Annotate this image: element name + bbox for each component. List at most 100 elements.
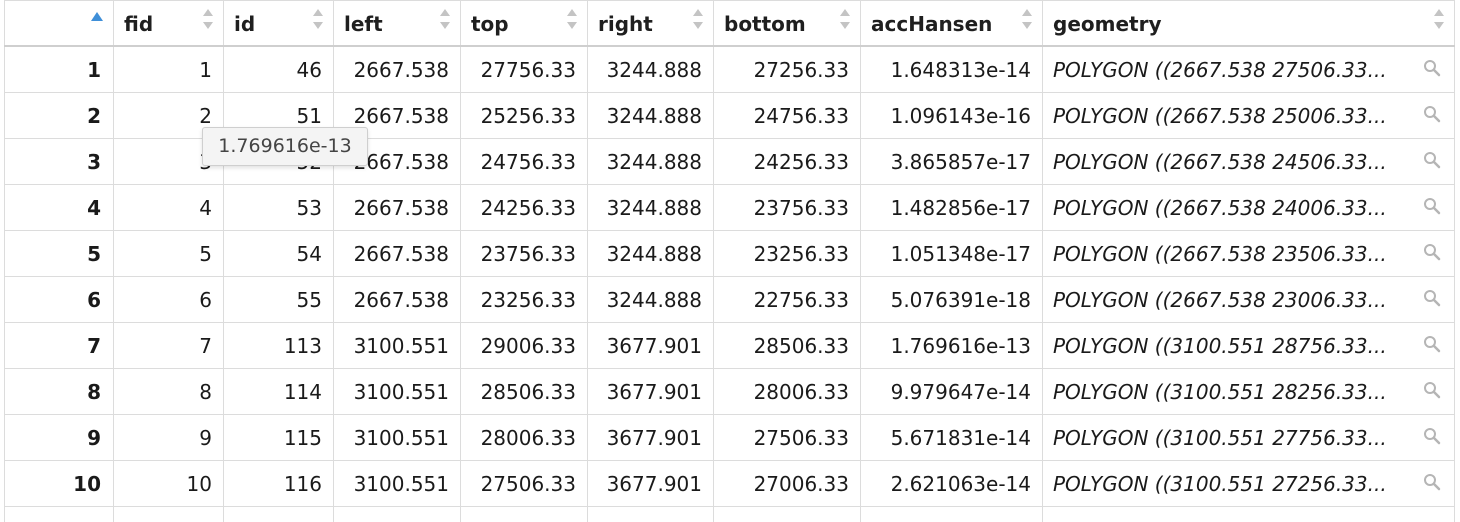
sort-arrows-icon[interactable] <box>202 8 214 30</box>
cell-right: 3244.888 <box>587 230 714 277</box>
table-cell <box>333 506 461 522</box>
magnifier-icon[interactable] <box>1423 59 1441 77</box>
cell-top: 23756.33 <box>460 230 588 277</box>
magnifier-icon[interactable] <box>1423 105 1441 123</box>
cell-id: 46 <box>223 45 334 93</box>
cell-top: 25256.33 <box>460 92 588 139</box>
cell-right: 3677.901 <box>587 368 714 415</box>
sort-arrows-icon[interactable] <box>1021 8 1033 30</box>
cell-acchansen: 1.648313e-14 <box>860 45 1043 93</box>
magnifier-icon[interactable] <box>1423 381 1441 399</box>
cell-right: 3244.888 <box>587 92 714 139</box>
cell-bottom: 28506.33 <box>713 322 861 369</box>
table-cell <box>587 506 714 522</box>
column-header-label: bottom <box>724 12 806 36</box>
column-header-geometry[interactable]: geometry <box>1042 0 1455 47</box>
sort-ascending-icon[interactable] <box>90 11 104 23</box>
cell-top: 27506.33 <box>460 460 588 507</box>
cell-geometry: POLYGON ((2667.538 25006.33... <box>1042 92 1455 139</box>
geometry-value: POLYGON ((2667.538 23006.33... <box>1053 287 1387 312</box>
table-body: 1 1 46 2667.538 27756.33 3244.888 27256.33 1.64… <box>4 45 1455 522</box>
cell-fid: 9 <box>113 414 224 461</box>
column-header-right[interactable]: right <box>587 0 714 47</box>
sort-arrows-icon[interactable] <box>439 8 451 30</box>
row-number: 9 <box>4 414 114 461</box>
cell-id: 115 <box>223 414 334 461</box>
magnifier-icon[interactable] <box>1423 335 1441 353</box>
table-cell <box>860 506 1043 522</box>
row-number: 7 <box>4 322 114 369</box>
cell-top: 23256.33 <box>460 276 588 323</box>
table-row: 7 7 113 3100.551 29006.33 3677.901 28506.33 1.7… <box>4 322 1455 369</box>
cell-id: 116 <box>223 460 334 507</box>
column-header-top[interactable]: top <box>460 0 588 47</box>
column-header-rownames[interactable] <box>4 0 114 47</box>
magnifier-icon[interactable] <box>1423 151 1441 169</box>
cell-acchansen: 3.865857e-17 <box>860 138 1043 185</box>
cell-bottom: 24756.33 <box>713 92 861 139</box>
magnifier-icon[interactable] <box>1423 197 1441 215</box>
table-row: 10 10 116 3100.551 27506.33 3677.901 27006.33 2… <box>4 460 1455 507</box>
cell-top: 28006.33 <box>460 414 588 461</box>
cell-right: 3677.901 <box>587 414 714 461</box>
cell-top: 28506.33 <box>460 368 588 415</box>
geometry-value: POLYGON ((3100.551 27756.33... <box>1053 425 1387 450</box>
table-cell <box>460 506 588 522</box>
sort-arrows-icon[interactable] <box>1433 8 1445 30</box>
column-header-label: top <box>471 12 509 36</box>
table-row: 5 5 54 2667.538 23756.33 3244.888 23256.33 1.05… <box>4 230 1455 277</box>
geometry-value: POLYGON ((2667.538 25006.33... <box>1053 103 1387 128</box>
cell-geometry: POLYGON ((3100.551 28756.33... <box>1042 322 1455 369</box>
magnifier-icon[interactable] <box>1423 243 1441 261</box>
cell-id: 53 <box>223 184 334 231</box>
cell-acchansen: 2.621063e-14 <box>860 460 1043 507</box>
cell-top: 24256.33 <box>460 184 588 231</box>
data-table: fid id left top right bottom accHansen geometry… <box>4 0 1455 522</box>
cell-right: 3244.888 <box>587 138 714 185</box>
cell-acchansen: 9.979647e-14 <box>860 368 1043 415</box>
column-header-label: fid <box>124 12 154 36</box>
column-header-fid[interactable]: fid <box>113 0 224 47</box>
row-number: 2 <box>4 92 114 139</box>
cell-geometry: POLYGON ((2667.538 24006.33... <box>1042 184 1455 231</box>
column-header-bottom[interactable]: bottom <box>713 0 861 47</box>
sort-arrows-icon[interactable] <box>312 8 324 30</box>
column-header-label: id <box>234 12 256 36</box>
cell-left: 2667.538 <box>333 184 461 231</box>
magnifier-icon[interactable] <box>1423 427 1441 445</box>
column-header-acchansen[interactable]: accHansen <box>860 0 1043 47</box>
cell-left: 3100.551 <box>333 368 461 415</box>
cell-fid: 7 <box>113 322 224 369</box>
sort-arrows-icon[interactable] <box>839 8 851 30</box>
table-cell <box>4 506 114 522</box>
table-cell <box>223 506 334 522</box>
cell-left: 3100.551 <box>333 414 461 461</box>
column-header-label: right <box>598 12 653 36</box>
row-number: 5 <box>4 230 114 277</box>
cell-id: 55 <box>223 276 334 323</box>
cell-id: 114 <box>223 368 334 415</box>
cell-acchansen: 1.482856e-17 <box>860 184 1043 231</box>
sort-arrows-icon[interactable] <box>566 8 578 30</box>
row-number: 1 <box>4 45 114 93</box>
cell-right: 3244.888 <box>587 45 714 93</box>
geometry-value: POLYGON ((3100.551 28756.33... <box>1053 333 1387 358</box>
sort-arrows-icon[interactable] <box>692 8 704 30</box>
table-row: 6 6 55 2667.538 23256.33 3244.888 22756.33 5.07… <box>4 276 1455 323</box>
column-header-label: left <box>344 12 383 36</box>
cell-fid: 4 <box>113 184 224 231</box>
magnifier-icon[interactable] <box>1423 473 1441 491</box>
cell-geometry: POLYGON ((2667.538 23006.33... <box>1042 276 1455 323</box>
cell-acchansen: 5.671831e-14 <box>860 414 1043 461</box>
magnifier-icon[interactable] <box>1423 289 1441 307</box>
column-header-id[interactable]: id <box>223 0 334 47</box>
table-row: 8 8 114 3100.551 28506.33 3677.901 28006.33 9.9… <box>4 368 1455 415</box>
row-number: 8 <box>4 368 114 415</box>
cell-top: 27756.33 <box>460 45 588 93</box>
table-row: 4 4 53 2667.538 24256.33 3244.888 23756.33 1.48… <box>4 184 1455 231</box>
geometry-value: POLYGON ((2667.538 24506.33... <box>1053 149 1387 174</box>
geometry-value: POLYGON ((2667.538 27506.33... <box>1053 57 1387 82</box>
cell-bottom: 23756.33 <box>713 184 861 231</box>
column-header-left[interactable]: left <box>333 0 461 47</box>
